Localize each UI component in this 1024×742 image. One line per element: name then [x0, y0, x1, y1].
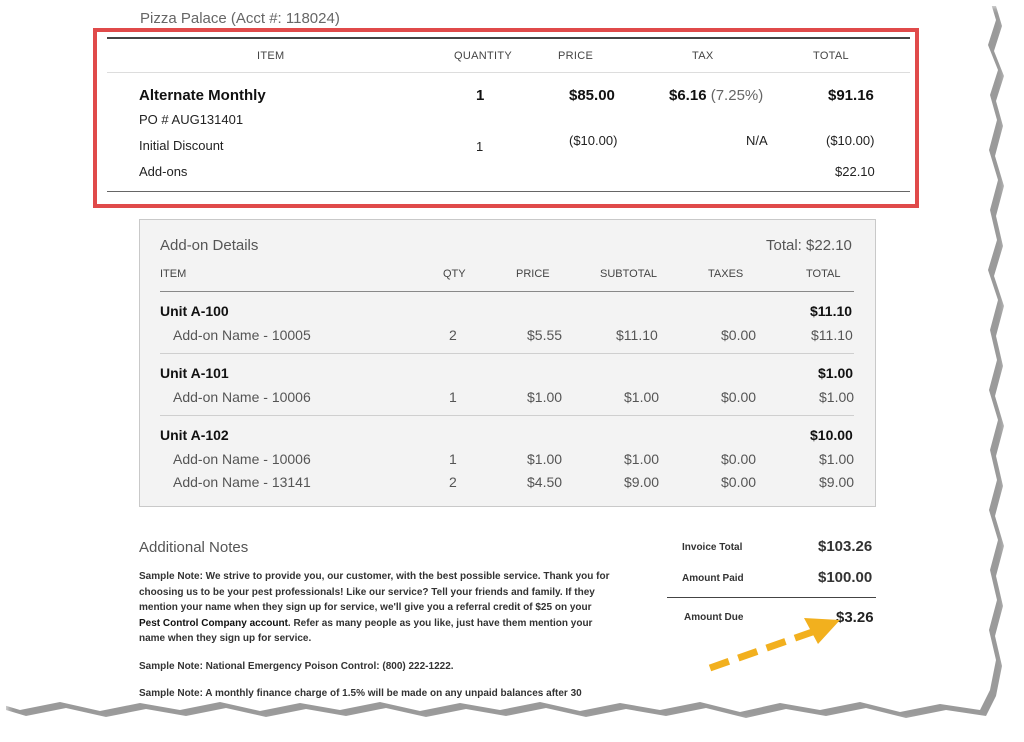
amount-paid-label: Amount Paid	[682, 573, 744, 584]
note-bold-text: Pest Control Company account	[139, 618, 288, 629]
addons-total: $22.10	[835, 164, 875, 179]
addon-row-name: Add-on Name - 10006	[173, 451, 311, 467]
account-header: Pizza Palace (Acct #: 118024)	[140, 10, 340, 27]
addon-col-item: ITEM	[160, 268, 187, 280]
note-line: Sample Note: We strive to provide you, o…	[139, 571, 610, 582]
note-line: name when they sign up for service.	[139, 633, 312, 644]
addon-row-qty: 2	[449, 327, 457, 343]
po-number: PO # AUG131401	[139, 112, 244, 127]
col-tax: TAX	[692, 50, 714, 62]
main-item-name: Alternate Monthly	[139, 87, 266, 104]
addon-row-name: Add-on Name - 10005	[173, 327, 311, 343]
dashed-arrow-icon	[708, 618, 840, 672]
addon-details-panel	[139, 219, 876, 507]
discount-name: Initial Discount	[139, 138, 224, 153]
addon-row-qty: 1	[449, 389, 457, 405]
addon-header-rule	[160, 291, 854, 292]
addon-row-total: $1.00	[819, 389, 855, 405]
addon-row-name: Add-on Name - 10006	[173, 389, 311, 405]
discount-tax: N/A	[746, 133, 768, 148]
unit-divider	[160, 415, 854, 416]
note-line: choosing us to be your pest professional…	[139, 587, 595, 598]
addon-details-total: Total: $22.10	[766, 237, 852, 254]
col-price: PRICE	[558, 50, 594, 62]
notes-title: Additional Notes	[139, 539, 249, 556]
addon-col-price: PRICE	[516, 268, 550, 280]
discount-qty: 1	[476, 139, 484, 154]
amount-paid-value: $100.00	[818, 569, 873, 586]
invoice-total-value: $103.26	[818, 538, 873, 555]
addon-row-taxes: $0.00	[721, 451, 757, 467]
addon-row-price: $5.55	[527, 327, 563, 343]
addon-row-qty: 2	[449, 474, 457, 490]
main-item-total: $91.16	[828, 87, 874, 104]
unit-total: $10.00	[810, 427, 853, 443]
addon-col-taxes: TAXES	[708, 268, 744, 280]
unit-total: $1.00	[818, 365, 854, 381]
summary-rule	[667, 597, 876, 598]
tax-rate: (7.25%)	[710, 87, 764, 104]
note-line: mention your name when they sign up for …	[139, 602, 592, 613]
main-item-qty: 1	[476, 87, 485, 104]
unit-name: Unit A-100	[160, 303, 229, 319]
addon-row-price: $4.50	[527, 474, 563, 490]
addon-col-qty: QTY	[443, 268, 466, 280]
main-item-tax: $6.16 (7.25%)	[669, 87, 763, 104]
addons-name: Add-ons	[139, 164, 188, 179]
unit-name: Unit A-102	[160, 427, 229, 443]
note-poison-control: Sample Note: National Emergency Poison C…	[139, 661, 454, 672]
addon-details-title: Add-on Details	[160, 237, 259, 254]
note-line: Pest Control Company account. Refer as m…	[139, 616, 592, 632]
addon-row-total: $9.00	[819, 474, 855, 490]
unit-divider	[160, 353, 854, 354]
highlight-box	[93, 28, 919, 208]
addon-row-name: Add-on Name - 13141	[173, 474, 311, 490]
note-text: . Refer as many people as you like, just…	[287, 618, 593, 629]
unit-total: $11.10	[810, 303, 853, 319]
table-bottom-rule	[107, 191, 910, 192]
amount-due-label: Amount Due	[684, 612, 744, 623]
addon-row-price: $1.00	[527, 389, 563, 405]
tax-amount: $6.16	[669, 87, 707, 104]
col-total: TOTAL	[813, 50, 849, 62]
addon-col-subtotal: SUBTOTAL	[600, 268, 658, 280]
table-top-rule	[107, 37, 910, 39]
invoice-total-label: Invoice Total	[682, 542, 743, 553]
addon-row-total: $11.10	[811, 327, 853, 343]
discount-price: ($10.00)	[569, 133, 618, 148]
addon-row-total: $1.00	[819, 451, 855, 467]
addon-row-subtotal: $1.00	[624, 451, 660, 467]
addon-row-subtotal: $11.10	[616, 327, 658, 343]
col-item: ITEM	[257, 50, 285, 62]
header-rule	[107, 72, 910, 73]
addon-col-total: TOTAL	[806, 268, 841, 280]
addon-row-taxes: $0.00	[721, 327, 757, 343]
discount-total: ($10.00)	[826, 133, 875, 148]
amount-due-value: $3.26	[836, 609, 874, 626]
main-item-price: $85.00	[569, 87, 615, 104]
note-finance-charge: Sample Note: A monthly finance charge of…	[139, 688, 582, 699]
addon-row-qty: 1	[449, 451, 457, 467]
addon-row-taxes: $0.00	[721, 389, 757, 405]
invoice-page: Pizza Palace (Acct #: 118024) ITEM QUANT…	[93, 10, 919, 699]
unit-name: Unit A-101	[160, 365, 229, 381]
addon-row-taxes: $0.00	[721, 474, 757, 490]
addon-row-subtotal: $1.00	[624, 389, 660, 405]
col-quantity: QUANTITY	[454, 50, 513, 62]
addon-row-price: $1.00	[527, 451, 563, 467]
addon-row-subtotal: $9.00	[624, 474, 660, 490]
